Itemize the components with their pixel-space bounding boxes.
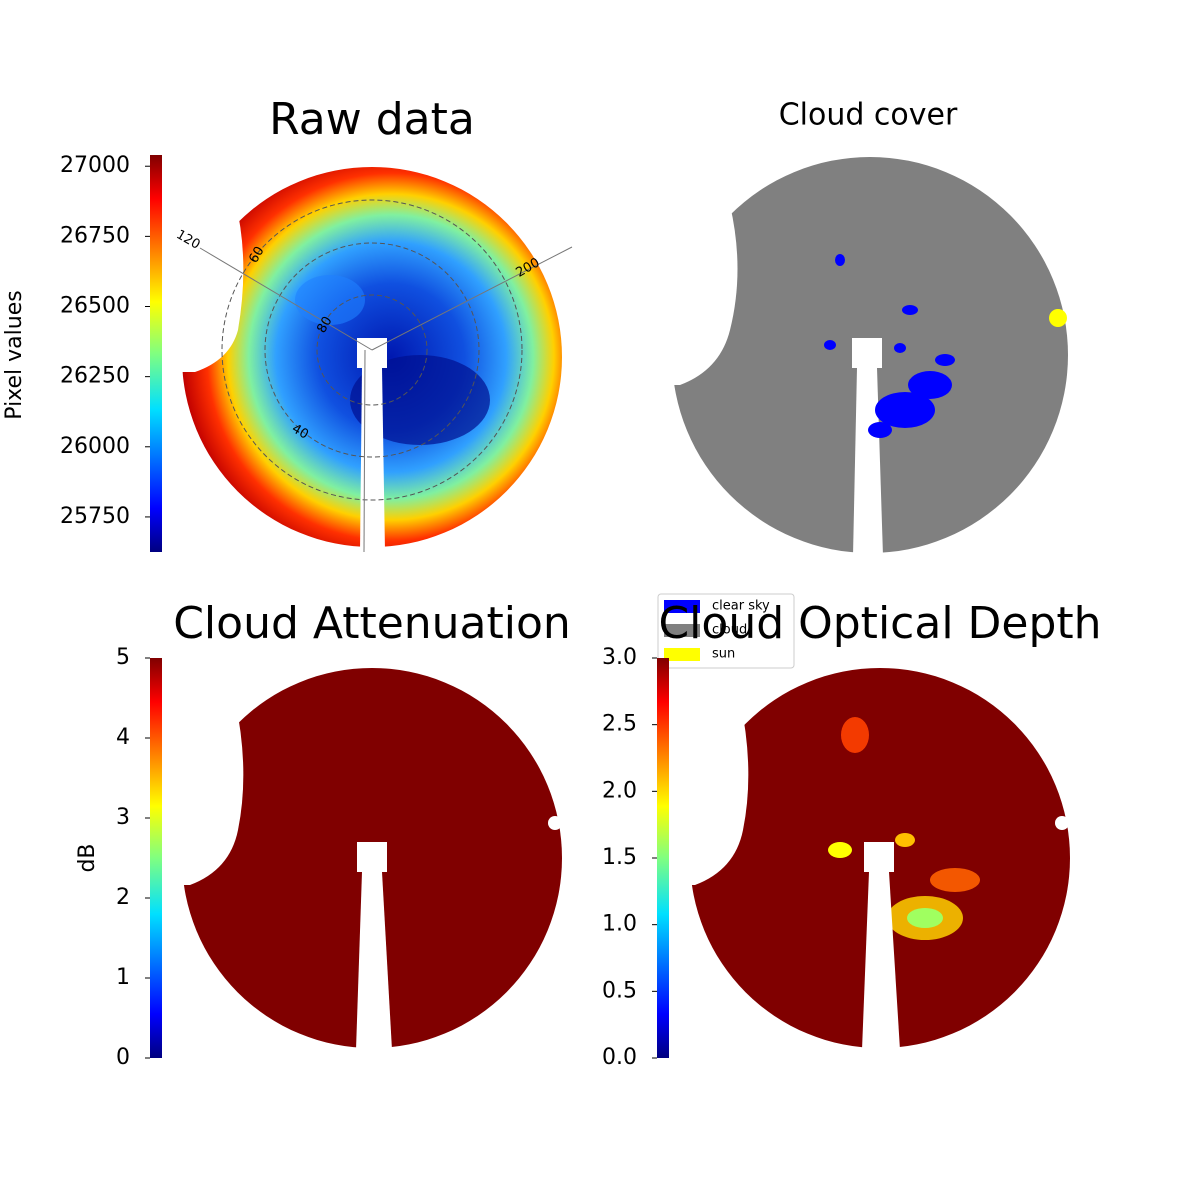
panel-title: Cloud Attenuation <box>173 598 571 649</box>
clear-sky-region <box>824 340 836 350</box>
colorbar-tick-label: 26750 <box>60 223 130 248</box>
legend-swatch <box>664 600 700 613</box>
colorbar-tick-label: 1.0 <box>602 912 637 937</box>
colorbar-tick-label: 26250 <box>60 364 130 389</box>
clear-sky-region <box>868 422 892 438</box>
legend: clear sky cloud sun <box>657 593 795 669</box>
colorbar-label: Pixel values <box>2 290 27 419</box>
colorbar-tick-label: 25750 <box>60 504 130 529</box>
clear-sky-region <box>908 371 952 399</box>
clear-sky-region <box>835 254 845 266</box>
polar-label: 80 <box>314 314 335 336</box>
colorbar-tick-label: 26000 <box>60 434 130 459</box>
colorbar <box>150 155 162 552</box>
colorbar-tick-label: 2.5 <box>602 712 637 737</box>
polar-label: 40 <box>289 421 311 442</box>
masks <box>170 190 1069 1050</box>
panel-title: Cloud Optical Depth <box>658 598 1101 649</box>
legend-label: sun <box>712 647 735 662</box>
colorbar-tick-label: 3 <box>116 805 130 830</box>
legend-swatch <box>664 648 700 661</box>
colorbar-tick-label: 2 <box>116 885 130 910</box>
panel-title: Cloud cover <box>779 98 958 133</box>
colorbar <box>150 658 162 1058</box>
polar-label: 60 <box>246 244 267 266</box>
colorbar-tick-label: 1 <box>116 965 130 990</box>
colorbar-tick-label: 0.0 <box>602 1045 637 1070</box>
clear-sky-region <box>902 305 918 315</box>
clear-sky-region <box>935 354 955 366</box>
legend-label: cloud <box>712 623 747 638</box>
colorbar-tick-label: 27000 <box>60 153 130 178</box>
sun-marker <box>1049 309 1067 327</box>
clear-sky-region <box>894 343 906 353</box>
legend-label: clear sky <box>712 599 770 614</box>
colorbar-tick-label: 4 <box>116 725 130 750</box>
colorbar-label: dB <box>75 843 100 872</box>
polar-axes <box>199 246 573 553</box>
colorbar-tick-label: 5 <box>116 645 130 670</box>
colorbar-tick-label: 3.0 <box>602 645 637 670</box>
legend-swatch <box>664 624 700 637</box>
colorbar-tick-label: 2.0 <box>602 778 637 803</box>
panel-title: Raw data <box>269 94 475 145</box>
colorbar-tick-label: 0.5 <box>602 978 637 1003</box>
clear-sky-region <box>875 392 935 428</box>
colorbar-tick-label: 1.5 <box>602 845 637 870</box>
colorbar-tick-label: 26500 <box>60 294 130 319</box>
polar-grid <box>221 199 523 501</box>
colorbar-tick-label: 0 <box>116 1045 130 1070</box>
colorbar <box>657 658 669 1058</box>
